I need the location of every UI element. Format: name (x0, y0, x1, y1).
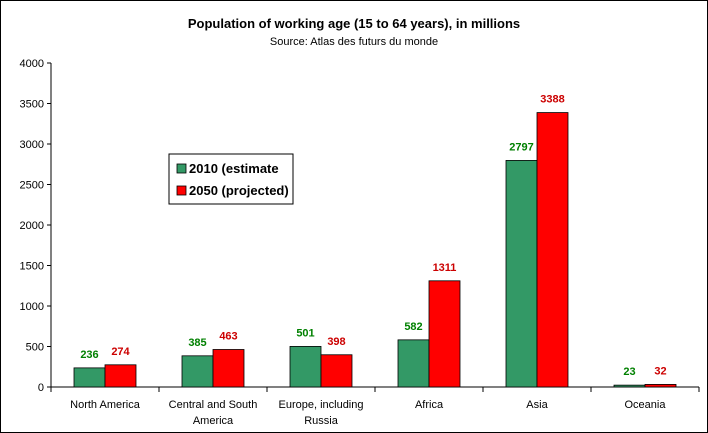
y-tick-label: 2000 (20, 220, 44, 232)
bar-2010 (289, 346, 322, 388)
data-label-2010: 23 (623, 366, 635, 378)
chart-axes: 0 500 1000 1500 2000 2500 3000 3500 4000 North Am… (20, 58, 700, 427)
chart-subtitle: Source: Atlas des futurs du monde (270, 36, 438, 48)
bar-2050 (104, 364, 137, 388)
y-tick-label: 2500 (20, 180, 44, 192)
chart-bars (73, 112, 677, 388)
data-label-2010: 385 (188, 337, 206, 349)
bar-2050 (212, 349, 245, 388)
data-label-2050: 1311 (433, 262, 457, 274)
bar-2050 (320, 354, 353, 388)
y-tick-label: 0 (38, 382, 44, 394)
x-category-label: America (193, 415, 234, 427)
bar-2050 (428, 280, 461, 388)
y-tick-label: 3000 (20, 139, 44, 151)
y-tick-label: 500 (26, 342, 44, 354)
x-category-label: Central and South (169, 399, 258, 411)
bar-2050 (644, 384, 677, 388)
legend: 2010 (estimate 2050 (projected) (168, 153, 294, 205)
y-tick-label: 4000 (20, 58, 44, 70)
data-label-2050: 3388 (540, 94, 564, 106)
x-category-label: Europe, including (278, 399, 363, 411)
data-label-2010: 582 (404, 321, 422, 333)
bar-2010 (181, 355, 214, 388)
y-tick-label: 3500 (20, 99, 44, 111)
y-tick-label: 1500 (20, 261, 44, 273)
data-label-2010: 236 (80, 349, 98, 361)
legend-label-2050: 2050 (projected) (189, 183, 289, 198)
legend-swatch-2010 (176, 163, 187, 174)
bar-2010 (505, 160, 538, 388)
data-label-2050: 398 (327, 336, 345, 348)
legend-box (168, 153, 294, 205)
data-label-2010: 501 (296, 327, 314, 339)
data-label-2050: 274 (111, 346, 130, 358)
x-category-label: Russia (304, 415, 339, 427)
bar-2010 (613, 384, 646, 388)
bar-2050 (536, 112, 569, 388)
legend-swatch-2050 (176, 185, 187, 196)
data-label-2050: 463 (219, 330, 237, 342)
x-category-label: Africa (415, 399, 444, 411)
x-category-label: North America (70, 399, 141, 411)
bar-2010 (397, 339, 430, 388)
chart-data-labels: 236 385 501 582 2797 23 274 463 398 1311 3388 32 (80, 94, 666, 379)
x-category-label: Oceania (625, 399, 667, 411)
x-category-label: Asia (526, 399, 548, 411)
chart-title: Population of working age (15 to 64 year… (188, 16, 520, 31)
bar-2010 (73, 367, 106, 388)
data-label-2050: 32 (654, 365, 666, 377)
legend-label-2010: 2010 (estimate (189, 161, 279, 176)
data-label-2010: 2797 (509, 141, 533, 153)
y-tick-label: 1000 (20, 301, 44, 313)
